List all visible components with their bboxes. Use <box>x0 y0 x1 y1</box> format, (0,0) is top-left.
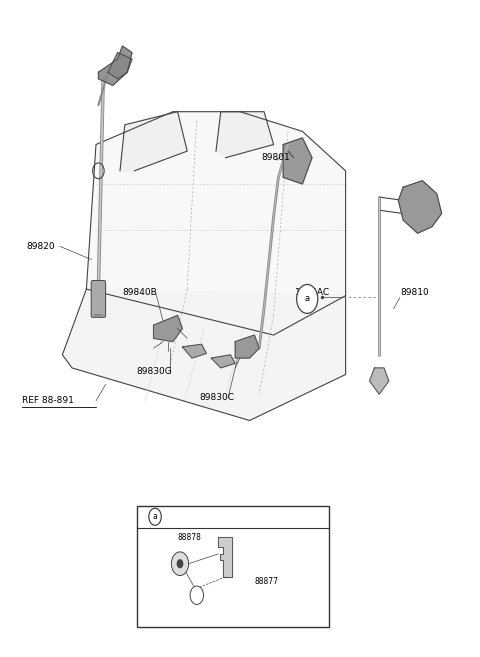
Text: 1125AC: 1125AC <box>295 288 330 297</box>
Bar <box>137 506 329 627</box>
Circle shape <box>297 284 318 313</box>
Polygon shape <box>62 289 346 420</box>
Circle shape <box>177 559 183 568</box>
Circle shape <box>190 586 204 604</box>
Text: a: a <box>305 294 310 304</box>
Text: 88878: 88878 <box>178 533 202 542</box>
Text: 89830G: 89830G <box>137 367 172 376</box>
Text: 88877: 88877 <box>254 577 278 586</box>
Text: 89810: 89810 <box>401 288 430 297</box>
Polygon shape <box>98 46 132 85</box>
Circle shape <box>171 552 189 576</box>
Polygon shape <box>216 112 274 158</box>
Polygon shape <box>86 112 346 335</box>
Polygon shape <box>235 335 259 358</box>
Text: 89840B: 89840B <box>122 288 157 297</box>
Text: 89801: 89801 <box>262 153 290 162</box>
FancyBboxPatch shape <box>91 281 106 317</box>
Polygon shape <box>108 53 132 79</box>
Text: 89820: 89820 <box>26 242 55 251</box>
Polygon shape <box>283 138 312 184</box>
Polygon shape <box>182 344 206 358</box>
Polygon shape <box>370 368 389 394</box>
Polygon shape <box>218 537 232 577</box>
Polygon shape <box>120 112 187 171</box>
Text: 89830C: 89830C <box>199 393 234 402</box>
Polygon shape <box>398 181 442 233</box>
Polygon shape <box>211 355 235 368</box>
Text: a: a <box>153 512 157 521</box>
Text: REF 88-891: REF 88-891 <box>22 396 73 405</box>
Polygon shape <box>154 315 182 342</box>
